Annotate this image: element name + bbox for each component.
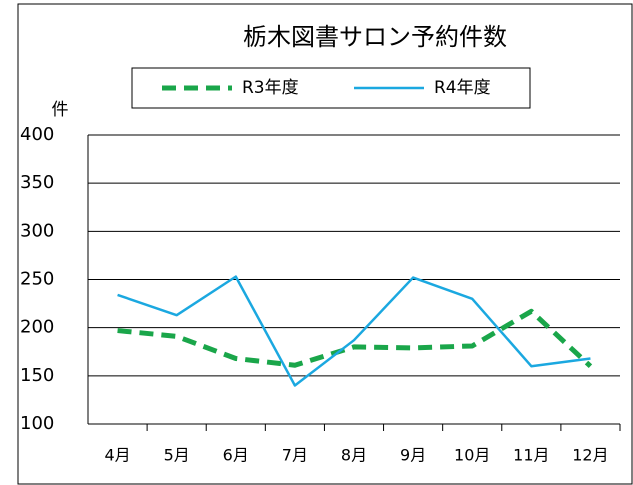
legend-box xyxy=(131,67,531,109)
x-tick-label: 9月 xyxy=(400,446,426,465)
x-tick-label: 12月 xyxy=(572,446,608,465)
y-tick-label: 250 xyxy=(20,269,54,290)
y-tick-label: 150 xyxy=(20,365,54,386)
series-line xyxy=(117,308,593,369)
y-tick-label: 400 xyxy=(20,124,54,145)
y-axis-label: 件 xyxy=(52,100,69,120)
x-tick-label: 5月 xyxy=(164,446,190,465)
y-tick-label: 350 xyxy=(20,172,54,193)
y-tick-label: 300 xyxy=(20,220,54,241)
series-line xyxy=(117,275,591,387)
x-tick-label: 6月 xyxy=(223,446,249,465)
x-tick-label: 11月 xyxy=(513,446,549,465)
x-tick-label: 8月 xyxy=(341,446,367,465)
legend-label: R3年度 xyxy=(242,78,299,98)
legend-label: R4年度 xyxy=(434,78,491,98)
y-tick-label: 200 xyxy=(20,317,54,338)
x-tick-label: 4月 xyxy=(104,446,130,465)
x-tick-label: 10月 xyxy=(454,446,490,465)
y-tick-label: 100 xyxy=(20,413,54,434)
chart-title: 栃木図書サロン予約件数 xyxy=(243,23,507,51)
x-tick-label: 7月 xyxy=(282,446,308,465)
